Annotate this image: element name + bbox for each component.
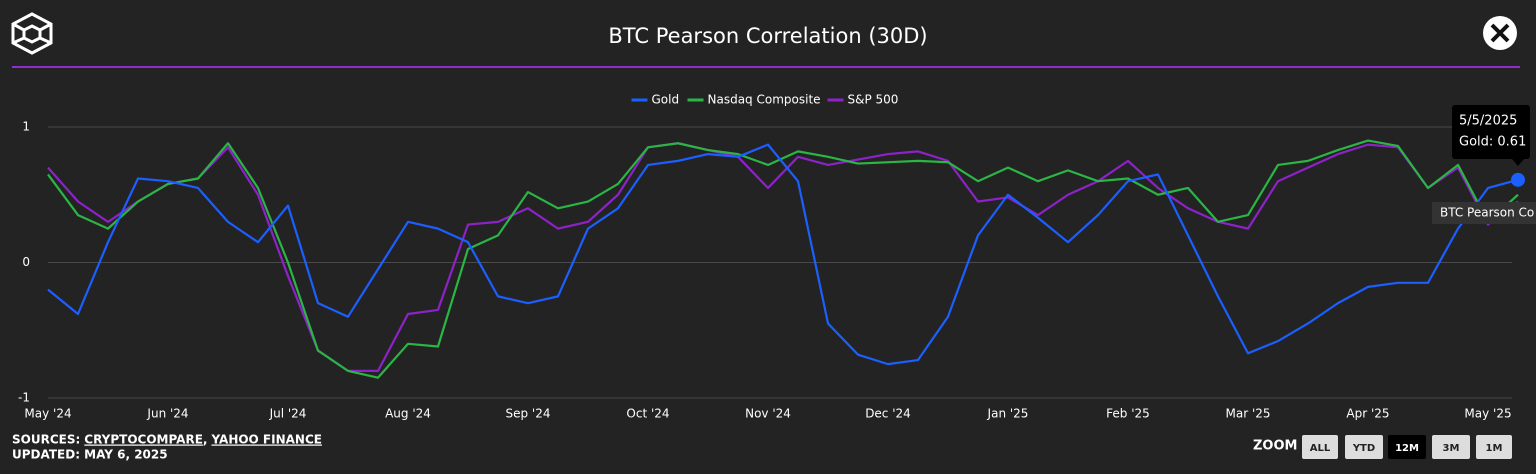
zoom-button-bg [1432,435,1470,459]
zoom-button-label: 1M [1486,443,1503,454]
hover-point [1511,172,1525,187]
x-tick-label: May '25 [1464,407,1511,421]
tooltip-date: 5/5/2025 [1459,114,1517,129]
source-separator: , [203,433,208,447]
legend-label: Nasdaq Composite [708,93,821,107]
x-tick-label: Dec '24 [865,407,911,421]
x-tick-label: Feb '25 [1106,407,1150,421]
hover-label-box [1432,202,1536,224]
series-line [47,139,1519,379]
x-tick-label: Nov '24 [745,407,791,421]
x-tick-label: May '24 [24,407,71,421]
x-tick-label: Oct '24 [626,407,669,421]
x-tick-label: Jun '24 [146,407,188,421]
x-tick-label: Apr '25 [1346,407,1389,421]
zoom-button[interactable]: 1M [1476,435,1512,459]
x-tick-label: Jul '24 [269,407,307,421]
tooltip-box [1452,105,1530,159]
zoom-button[interactable]: YTD [1345,435,1383,459]
zoom-button[interactable]: 3M [1432,435,1470,459]
x-tick-label: Mar '25 [1225,407,1270,421]
zoom-button-bg [1476,435,1512,459]
zoom-button-bg [1302,435,1338,459]
logo[interactable] [11,12,53,55]
zoom-button-bg [1345,435,1383,459]
zoom-button[interactable]: 12M [1388,435,1426,459]
legend-label: S&P 500 [848,93,899,107]
x-tick-label: Jan '25 [987,407,1029,421]
legend-label: Gold [652,93,680,107]
zoom-button[interactable]: ALL [1302,435,1338,459]
series-line [47,143,1519,366]
y-tick-label: 0 [22,255,30,269]
series-line [47,142,1519,372]
zoom-button-label: 12M [1395,443,1419,454]
source-link[interactable]: YAHOO FINANCE [210,433,322,447]
updated-label: UPDATED: MAY 6, 2025 [12,448,168,462]
chart-title: BTC Pearson Correlation (30D) [608,24,927,48]
zoom-label: ZOOM [1253,439,1297,454]
zoom-button-label: ALL [1310,443,1331,454]
x-tick-label: Aug '24 [385,407,431,421]
sources-label: SOURCES: [12,433,80,447]
zoom-button-bg [1388,435,1426,459]
tooltip-pointer [1512,159,1524,166]
zoom-button-label: 3M [1443,443,1460,454]
hover-label: BTC Pearson Co [1440,206,1534,220]
zoom-button-label: YTD [1352,443,1375,454]
tooltip-value: Gold: 0.61 [1459,135,1526,150]
close-button[interactable] [1483,16,1517,50]
y-tick-label: -1 [18,391,30,405]
source-link[interactable]: CRYPTOCOMPARE [84,433,203,447]
x-tick-label: Sep '24 [506,407,551,421]
y-tick-label: 1 [22,120,30,134]
